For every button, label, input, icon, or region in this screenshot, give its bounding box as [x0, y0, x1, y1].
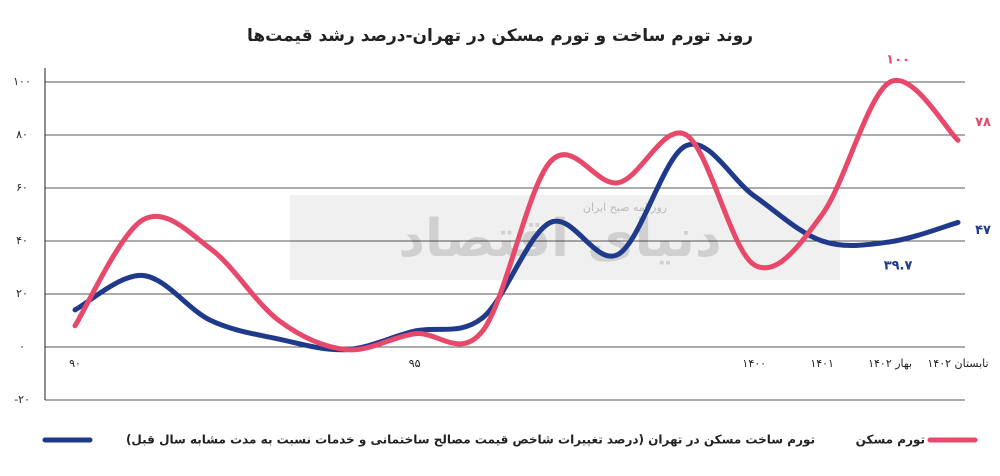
y-tick-label: -۲۰: [14, 393, 30, 406]
y-tick-label: ۴۰: [16, 234, 28, 247]
x-tick-label: بهار ۱۴۰۲: [868, 357, 912, 370]
watermark: دنیای اقتصاد: [398, 209, 721, 269]
y-tick-label: ۲۰: [16, 287, 28, 300]
y-tick-label: ۱۰۰: [13, 75, 31, 88]
series-line: [72, 77, 961, 353]
x-tick-label: ۹۰: [69, 357, 81, 370]
data-label: ۱۰۰: [886, 53, 910, 68]
watermark-sub: روزنامه صبح ایران: [583, 201, 667, 214]
y-tick-label: ۸۰: [16, 128, 28, 141]
x-tick-label: ۱۴۰۱: [810, 357, 834, 370]
legend-label: تورم ساخت مسکن در تهران (درصد تغییرات شا…: [126, 433, 815, 448]
legend-label: تورم مسکن: [856, 433, 925, 448]
data-label: ۳۹.۷: [884, 258, 913, 273]
x-tick-label: ۱۴۰۰: [742, 357, 766, 370]
chart-title: روند تورم ساخت و تورم مسکن در تهران-درصد…: [247, 26, 753, 46]
data-label: ۷۸: [975, 115, 991, 130]
watermark-box: [290, 195, 840, 280]
y-tick-label: ۶۰: [16, 181, 28, 194]
x-tick-label: تابستان ۱۴۰۲: [927, 357, 988, 370]
y-tick-label: ۰: [19, 340, 25, 353]
series-line: [72, 141, 961, 353]
x-tick-label: ۹۵: [409, 357, 421, 370]
data-label: ۴۷: [975, 223, 991, 238]
